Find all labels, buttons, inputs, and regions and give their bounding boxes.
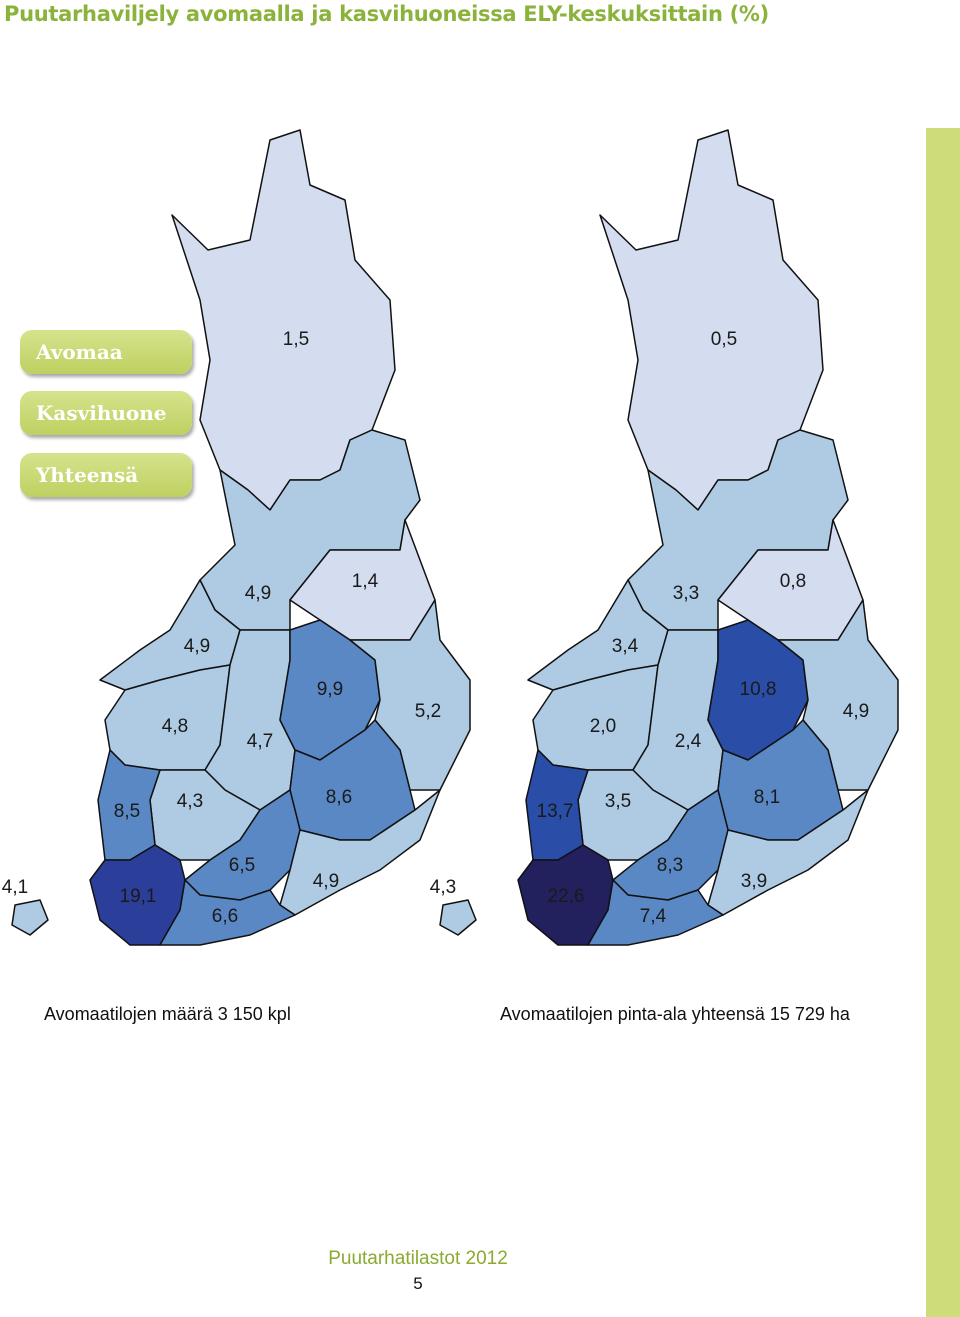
region-label: 4,3 (177, 791, 203, 812)
region-label: 7,4 (640, 906, 667, 927)
region-label: 4,1 (2, 877, 28, 898)
region-label: 4,9 (313, 871, 339, 892)
region-label: 22,6 (548, 886, 585, 907)
region (707, 789, 869, 916)
region-label: 10,8 (740, 679, 777, 700)
region-label: 8,1 (754, 787, 780, 808)
region-label: 3,4 (612, 636, 639, 657)
caption: Avomaatilojen pinta-ala yhteensä 15 729 … (500, 1004, 850, 1024)
region-label: 4,8 (162, 716, 188, 737)
region-label: 13,7 (537, 801, 574, 822)
map: 0,5 3,3 0,8 3,4 2,0 2,4 10,8 4,9 8,1 3,5 13,7 8,3 3,… (430, 129, 899, 946)
region (11, 899, 49, 936)
region-label: 4,3 (430, 877, 456, 898)
region-label: 4,7 (247, 731, 273, 752)
tab[interactable]: Avomaa (20, 330, 192, 374)
region (587, 879, 724, 946)
publication: Puutarhatilastot 2012 (328, 1248, 508, 1269)
title: Puutarhaviljely avomaalla ja kasvihuonei… (4, 2, 769, 26)
region (159, 879, 296, 946)
caption: Avomaatilojen määrä 3 150 kpl (44, 1004, 291, 1024)
region-label: 1,5 (283, 329, 309, 350)
region-label: 3,3 (673, 583, 699, 604)
region-label: 2,4 (675, 731, 702, 752)
region-label: 3,9 (741, 871, 767, 892)
region-label: 6,6 (212, 906, 238, 927)
map: 1,5 4,9 1,4 4,9 4,8 4,7 9,9 5,2 8,6 4,3 8,5 6,5 4,9 1… (2, 129, 471, 946)
region-label: 9,9 (317, 679, 343, 700)
region-label: 0,5 (711, 329, 737, 350)
page-number: 5 (413, 1274, 423, 1293)
region (279, 789, 441, 916)
region-label: 2,0 (590, 716, 616, 737)
region-label: 8,3 (657, 855, 683, 876)
maps: 1,5 4,9 1,4 4,9 4,8 4,7 9,9 5,2 8,6 4,3 8,5 6,5 4,9 1… (2, 129, 899, 946)
region-label: 5,2 (415, 701, 441, 722)
region (439, 899, 477, 936)
region-label: 8,5 (114, 801, 140, 822)
region-label: 4,9 (184, 636, 210, 657)
region-label: 6,5 (229, 855, 255, 876)
region-label: 0,8 (780, 571, 806, 592)
tab[interactable]: Kasvihuone (20, 391, 192, 435)
tab[interactable]: Yhteensä (20, 453, 192, 497)
region-label: 4,9 (245, 583, 271, 604)
sidebar (926, 128, 960, 1317)
region-label: 4,9 (843, 701, 869, 722)
region-label: 8,6 (326, 787, 352, 808)
region-label: 19,1 (120, 886, 157, 907)
region-label: 1,4 (352, 571, 379, 592)
region-label: 3,5 (605, 791, 631, 812)
